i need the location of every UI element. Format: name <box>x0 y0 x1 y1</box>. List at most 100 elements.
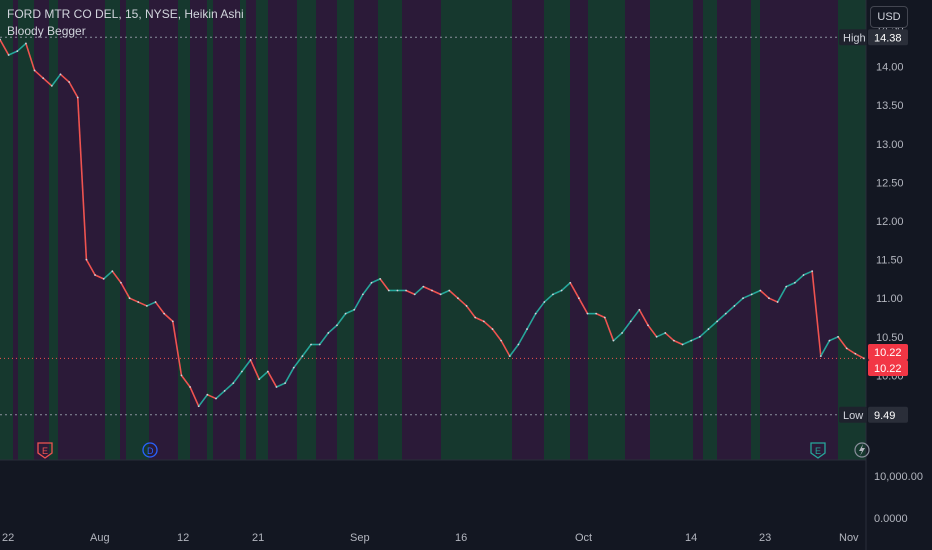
price-segment <box>414 286 424 295</box>
indicator-name[interactable]: Bloody Begger <box>7 24 86 38</box>
lightning-marker-icon[interactable] <box>854 442 870 458</box>
dividend-marker[interactable] <box>142 442 158 458</box>
price-segment <box>371 278 381 284</box>
price-segment <box>656 332 666 338</box>
price-point <box>266 370 269 373</box>
last-price-value: 10.22 <box>874 347 902 359</box>
price-point <box>681 343 684 346</box>
earnings-marker[interactable] <box>37 442 53 459</box>
price-point <box>707 328 710 330</box>
price-point <box>491 328 494 330</box>
price-segment <box>491 328 502 342</box>
price-segment <box>353 293 364 311</box>
indicator-band <box>18 0 30 460</box>
indicator-band <box>422 0 441 460</box>
price-point <box>7 54 10 56</box>
indicator-band <box>853 0 863 460</box>
indicator-band <box>297 0 316 460</box>
indicator-band <box>825 0 838 460</box>
price-point <box>206 393 209 396</box>
price-segment <box>405 289 416 296</box>
price-segment <box>500 340 511 357</box>
price-point <box>586 312 589 315</box>
indicator-band <box>390 0 402 460</box>
indicator-band <box>588 0 592 460</box>
price-segment <box>51 73 62 87</box>
price-point <box>50 85 53 87</box>
price-point <box>180 374 183 377</box>
last-price-2-badge <box>868 360 908 376</box>
price-segment <box>336 313 347 326</box>
price-point <box>111 270 114 273</box>
indicator-band <box>573 0 588 460</box>
price-point <box>387 289 390 292</box>
indicator-band <box>703 0 717 460</box>
price-point <box>569 281 572 284</box>
price-segment <box>509 344 520 357</box>
indicator-band <box>207 0 213 460</box>
indicator-band <box>240 0 246 460</box>
price-point <box>59 73 62 76</box>
price-point <box>621 332 623 334</box>
price-point <box>552 293 554 296</box>
price-segment <box>829 336 839 342</box>
price-segment <box>241 359 252 373</box>
price-point <box>629 320 632 323</box>
indicator-band <box>149 0 154 460</box>
price-segment <box>664 332 675 342</box>
indicator-band <box>88 0 105 460</box>
price-segment <box>682 339 692 346</box>
price-point <box>16 50 19 53</box>
price-point <box>474 316 477 319</box>
price-segment <box>345 309 355 315</box>
price-point <box>275 386 278 388</box>
volume-tick-label: 0.0000 <box>874 513 908 525</box>
symbol-title[interactable]: FORD MTR CO DEL, 15, NYSE, Heikin Ashi <box>7 7 244 21</box>
price-segment <box>604 317 615 341</box>
price-segment <box>180 374 191 388</box>
price-axis[interactable] <box>866 0 932 550</box>
price-point <box>284 382 287 385</box>
indicator-band <box>838 0 841 460</box>
price-point <box>249 359 252 361</box>
price-point <box>577 297 580 300</box>
indicator-band <box>738 0 751 460</box>
price-point <box>163 312 166 315</box>
low-value: 9.49 <box>874 410 895 422</box>
price-point <box>431 289 433 292</box>
price-point <box>457 297 459 300</box>
earnings-marker[interactable] <box>810 442 826 459</box>
price-segment <box>733 297 744 307</box>
price-point <box>396 289 399 292</box>
indicator-band <box>527 0 537 460</box>
price-segment <box>163 313 174 322</box>
event-marker-label: E <box>42 446 48 456</box>
price-segment <box>846 347 856 355</box>
price-segment <box>224 382 234 392</box>
indicator-band <box>316 0 321 460</box>
price-point <box>301 355 304 357</box>
y-tick-label: 13.50 <box>876 100 904 112</box>
currency-button[interactable]: USD <box>870 6 908 28</box>
price-point <box>336 324 338 327</box>
price-point <box>422 285 425 288</box>
price-point <box>526 328 528 330</box>
price-segment <box>154 301 165 315</box>
high-badge <box>868 29 908 46</box>
price-point <box>638 308 641 311</box>
price-segment <box>137 301 148 307</box>
indicator-band <box>625 0 647 460</box>
indicator-band <box>256 0 260 460</box>
event-marker-label: D <box>147 446 154 456</box>
price-segment <box>232 371 243 384</box>
price-point <box>0 38 1 41</box>
price-segment <box>578 297 589 315</box>
price-point <box>215 397 217 400</box>
price-segment <box>803 270 813 276</box>
price-segment <box>569 282 580 299</box>
x-tick-label: Aug <box>90 532 110 544</box>
price-segment <box>561 282 571 292</box>
price-point <box>690 339 693 342</box>
price-point <box>560 289 563 292</box>
